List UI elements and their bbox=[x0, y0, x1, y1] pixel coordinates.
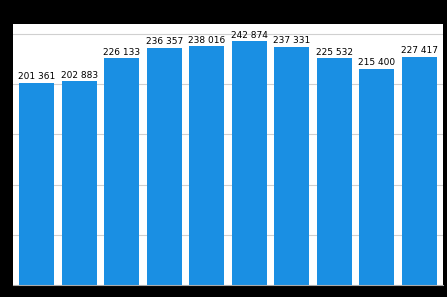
Text: 236 357: 236 357 bbox=[146, 37, 183, 46]
Bar bbox=[147, 48, 181, 285]
Bar bbox=[104, 58, 139, 285]
Text: 202 883: 202 883 bbox=[61, 71, 98, 80]
Text: 201 361: 201 361 bbox=[18, 72, 55, 81]
Bar bbox=[402, 56, 437, 285]
Text: 238 016: 238 016 bbox=[188, 36, 225, 45]
Text: 227 417: 227 417 bbox=[401, 46, 438, 55]
Bar bbox=[62, 81, 97, 285]
Text: 237 331: 237 331 bbox=[273, 36, 310, 45]
Text: 226 133: 226 133 bbox=[103, 48, 140, 57]
Text: 242 874: 242 874 bbox=[231, 31, 268, 40]
Text: 225 532: 225 532 bbox=[316, 48, 353, 57]
Bar bbox=[19, 83, 54, 285]
Bar bbox=[317, 59, 352, 285]
Bar bbox=[232, 41, 266, 285]
Text: 215 400: 215 400 bbox=[358, 59, 395, 67]
Bar bbox=[190, 46, 224, 285]
Bar bbox=[359, 69, 394, 285]
Bar bbox=[274, 47, 309, 285]
